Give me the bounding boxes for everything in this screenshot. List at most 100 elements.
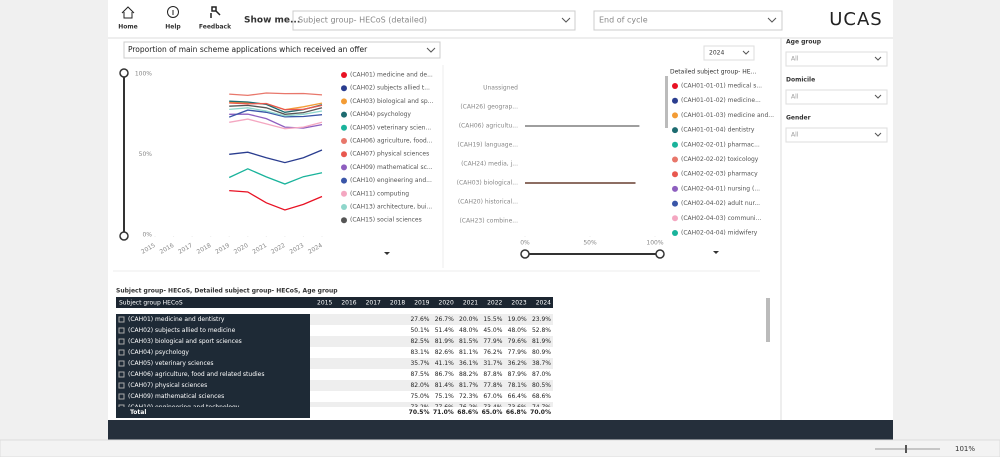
legend-swatch[interactable] <box>672 141 678 148</box>
expand-icon[interactable] <box>118 349 125 356</box>
row-label: (CAH03) biological and sport sciences <box>128 338 242 345</box>
legend-label[interactable]: (CAH02-04-04) midwifery <box>681 230 758 237</box>
row-label-cell <box>116 380 310 391</box>
slider-handle[interactable] <box>119 68 129 78</box>
legend-swatch[interactable] <box>341 204 347 210</box>
row-label-cell <box>116 391 310 402</box>
dropdown-value[interactable]: 2024 <box>709 50 724 57</box>
measure-dropdown[interactable] <box>123 41 441 59</box>
slider-handle[interactable] <box>119 231 129 241</box>
legend-label[interactable]: (CAH02-02-02) toxicology <box>681 156 759 163</box>
legend-label[interactable]: (CAH02-04-02) adult nur... <box>681 200 760 207</box>
view-dropdown[interactable] <box>292 10 576 31</box>
cell-value: 36.1% <box>459 360 478 367</box>
scroll-arrow[interactable] <box>713 251 719 254</box>
legend-swatch[interactable] <box>341 190 347 197</box>
legend-label[interactable]: (CAH01) medicine and de... <box>350 72 433 79</box>
legend-label[interactable]: (CAH10) engineering and... <box>350 177 432 184</box>
home-icon[interactable] <box>121 6 135 19</box>
legend-label[interactable]: (CAH11) computing <box>350 190 409 197</box>
zoom-handle[interactable] <box>905 445 907 453</box>
feedback-icon[interactable] <box>210 6 221 18</box>
legend-swatch[interactable] <box>672 200 678 207</box>
cell-value: 75.1% <box>435 393 454 400</box>
legend-swatch[interactable] <box>672 156 678 163</box>
expand-icon[interactable] <box>118 393 125 400</box>
filter-value[interactable]: All <box>791 56 799 63</box>
filter-value[interactable]: All <box>791 132 799 139</box>
expand-icon[interactable] <box>118 360 125 367</box>
legend-label[interactable]: (CAH15) social sciences <box>350 217 422 224</box>
legend-swatch[interactable] <box>341 177 347 184</box>
dropdown-value[interactable]: Proportion of main scheme applications w… <box>128 45 368 54</box>
legend-label[interactable]: (CAH03) biological and sp... <box>350 98 433 105</box>
legend-swatch[interactable] <box>341 85 347 92</box>
legend-swatch[interactable] <box>672 215 678 222</box>
legend-swatch[interactable] <box>341 124 347 131</box>
expand-icon[interactable] <box>118 316 125 323</box>
slider-handle[interactable] <box>520 249 530 259</box>
legend-swatch[interactable] <box>341 138 347 144</box>
button-label[interactable]: Home <box>118 24 137 31</box>
filter-dropdown[interactable] <box>785 51 888 67</box>
legend-label[interactable]: (CAH02-04-03) communi... <box>681 215 761 222</box>
legend-swatch[interactable] <box>341 151 347 158</box>
year-dropdown[interactable] <box>703 45 755 61</box>
dropdown-arrow <box>767 17 777 23</box>
legend-label[interactable]: (CAH13) architecture, bui... <box>350 204 432 211</box>
dropdown-value[interactable]: End of cycle <box>599 16 648 25</box>
legend-swatch[interactable] <box>672 171 678 178</box>
cell-value: 75.0% <box>410 393 429 400</box>
slider-handle[interactable] <box>655 249 665 259</box>
row-cells <box>310 347 553 358</box>
filter-dropdown[interactable] <box>785 89 888 105</box>
filter-label: Age group <box>786 39 822 46</box>
legend-label[interactable]: (CAH02-02-01) pharmac... <box>681 141 760 148</box>
help-icon[interactable] <box>167 6 179 18</box>
legend-swatch[interactable] <box>672 112 678 119</box>
dropdown-value[interactable]: Subject group- HECoS (detailed) <box>298 16 427 25</box>
button-label[interactable]: Help <box>165 24 181 31</box>
legend-label[interactable]: (CAH07) physical sciences <box>350 151 429 158</box>
legend-swatch[interactable] <box>341 111 347 118</box>
legend-swatch[interactable] <box>341 164 347 171</box>
expand-icon[interactable] <box>118 327 125 334</box>
legend-label[interactable]: (CAH01-01-01) medical s... <box>681 83 762 90</box>
scrollbar[interactable] <box>766 298 770 342</box>
filter-value[interactable]: All <box>791 94 799 101</box>
legend-label[interactable]: (CAH09) mathematical sc... <box>350 164 433 171</box>
legend-swatch[interactable] <box>672 185 678 192</box>
filter-dropdown[interactable] <box>785 127 888 143</box>
period-dropdown[interactable] <box>593 10 783 31</box>
legend-swatch[interactable] <box>341 217 347 224</box>
button-label[interactable]: Feedback <box>199 24 232 31</box>
cell-value: 76.2% <box>483 349 502 356</box>
legend-label[interactable]: (CAH01-01-04) dentistry <box>681 127 755 134</box>
scroll-arrow[interactable] <box>384 252 390 255</box>
expand-icon[interactable] <box>118 382 125 389</box>
scrollbar[interactable] <box>665 76 668 128</box>
expand-icon[interactable] <box>118 371 125 378</box>
legend-swatch[interactable] <box>341 98 347 105</box>
legend-label[interactable]: (CAH06) agriculture, food... <box>350 138 432 145</box>
legend-swatch[interactable] <box>672 127 678 134</box>
legend-label[interactable]: (CAH02-02-03) pharmacy <box>681 171 758 178</box>
legend-label[interactable]: (CAH01-01-02) medicine... <box>681 97 761 104</box>
legend-label[interactable]: (CAH05) veterinary scien... <box>350 124 431 131</box>
column-header: Subject group HECoS <box>119 300 183 307</box>
column-header: 2017 <box>366 300 381 307</box>
legend-label[interactable]: (CAH02) subjects allied t... <box>350 85 430 92</box>
legend-label[interactable]: (CAH01-01-03) medicine and... <box>681 112 774 119</box>
legend-label[interactable]: (CAH02-04-01) nursing (... <box>681 185 760 192</box>
cell-value: 87.9% <box>508 371 527 378</box>
legend-label[interactable]: (CAH04) psychology <box>350 111 411 118</box>
expand-icon[interactable] <box>118 338 125 345</box>
legend-swatch[interactable] <box>672 97 678 104</box>
legend-swatch[interactable] <box>672 83 678 89</box>
legend-swatch[interactable] <box>672 230 678 236</box>
legend-swatch[interactable] <box>341 72 347 78</box>
x-tick-label: 0% <box>520 240 530 247</box>
row-label: (CAH01) medicine and dentistry <box>128 316 225 323</box>
row-cells <box>310 314 553 325</box>
